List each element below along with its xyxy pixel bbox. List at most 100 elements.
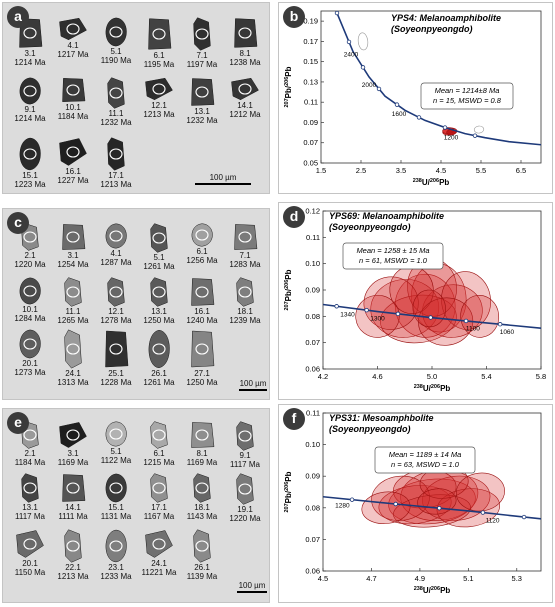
zircon-grain-image [191,78,215,106]
zircon-grain-image [19,77,41,105]
grain-spot-id: 7.1 [196,51,208,60]
x-tick-label: 5.4 [481,372,491,381]
grain-age: 1143 Ma [186,512,218,521]
grain-c-6.1: 6.1 1256 Ma [181,223,223,265]
grain-age: 1184 Ma [14,458,46,467]
grain-spot-id: 18.1 [237,307,253,316]
mean-age-text: n = 61, MSWD = 1.0 [359,256,428,265]
grain-a-5.1: 5.1 1190 Ma [95,17,137,65]
x-axis-label: 238U/206Pb [414,586,451,595]
grain-spot-id: 22.1 [65,563,81,572]
grain-age: 1250 Ma [143,316,175,325]
cl-panel-e: e 2.1 1184 Ma 3.1 1169 Ma 5.1 1122 Ma 6.1 1215 … [2,408,270,603]
grain-age: 1111 Ma [58,512,88,521]
grain-c-25.1: 25.1 1228 Ma [95,329,137,387]
concordia-chart-f: 4.5 4.7 4.9 5.1 5.3 0.06 0.07 0.08 0.09 0.10 0.11 2… [284,409,542,595]
grain-age: 1215 Ma [143,458,175,467]
zircon-grain-image [193,529,211,563]
grain-spot-id: 6.1 [196,247,208,256]
grain-c-26.1: 26.1 1261 Ma [138,329,180,387]
mean-age-box [342,242,444,270]
grain-e-8.1: 8.1 1169 Ma [181,421,223,467]
grain-age: 1240 Ma [186,316,218,325]
zircon-grain-image [191,223,213,247]
grain-e-20.1: 20.1 1150 Ma [9,529,51,577]
grain-spot-id: 3.1 [67,449,79,458]
error-ellipse [418,297,474,346]
grain-spot-id: 15.1 [108,503,124,512]
scale-bar-a: 100 µm [195,173,251,185]
zircon-grain-image [236,277,254,307]
grain-a-6.1: 6.1 1195 Ma [138,17,180,69]
concordia-age-marker [472,133,478,138]
zircon-grain-image [105,223,127,249]
x-tick-label: 1.5 [316,166,326,175]
grain-age: 1254 Ma [57,260,89,269]
grain-age: 1273 Ma [14,368,46,377]
zircon-grain-image [59,138,87,166]
concordia-age-marker [437,505,442,511]
grain-spot-id: 6.1 [153,449,165,458]
zircon-grain-image [105,330,129,368]
grain-age: 1139 Ma [186,572,218,581]
grain-c-16.1: 16.1 1240 Ma [181,277,223,325]
y-axis-label: 207Pb/206Pb [284,66,293,107]
y-axis-label: 207Pb/206Pb [284,471,293,512]
grain-spot-id: 8.1 [239,49,251,58]
zircon-grain-image [191,278,215,306]
grain-spot-id: 23.1 [108,563,124,572]
grain-a-13.1: 13.1 1232 Ma [181,77,223,125]
grain-e-24.1: 24.1 11221 Ma [138,529,180,577]
grain-age: 1233 Ma [100,572,132,581]
concordia-chart-d: 4.2 4.6 5.0 5.4 5.8 0.06 0.07 0.08 0.09 0.10 0.11 0… [284,207,546,394]
grain-c-13.1: 13.1 1250 Ma [138,277,180,325]
y-tick-label: 0.09 [303,118,318,127]
grain-e-5.1: 5.1 1122 Ma [95,421,137,465]
grain-spot-id: 16.1 [194,307,210,316]
grain-spot-id: 15.1 [22,171,38,180]
zircon-grain-image [105,17,127,47]
y-tick-label: 0.11 [304,98,318,107]
grain-spot-id: 14.1 [65,503,81,512]
grain-age: 1150 Ma [14,568,46,577]
panel-label-d: d [283,206,305,228]
grain-e-23.1: 23.1 1233 Ma [95,529,137,581]
grain-spot-id: 14.1 [237,101,253,110]
grain-a-16.1: 16.1 1227 Ma [52,137,94,185]
grain-spot-id: 8.1 [196,449,208,458]
zircon-grain-image [105,529,127,563]
zircon-grain-image [62,474,86,502]
zircon-grain-image [107,277,125,307]
chart-title: YPS31: Mesoamphbolite [329,413,434,423]
concordia-age-marker [463,318,469,324]
grain-age: 1278 Ma [100,316,132,325]
grain-c-5.1: 5.1 1261 Ma [138,223,180,271]
grain-age: 1239 Ma [229,316,261,325]
grain-spot-id: 5.1 [153,253,165,262]
error-ellipse [357,32,369,51]
concordia-chart-b: 1.5 2.5 3.5 4.5 5.5 6.5 0.05 0.07 0.09 0.11 0.13 0.… [284,10,542,187]
zircon-grain-image [234,18,258,48]
x-tick-label: 5.0 [427,372,437,381]
grain-spot-id: 9.1 [24,105,36,114]
concordia-age-marker [428,315,433,320]
grain-spot-id: 2.1 [24,251,36,260]
grain-spot-id: 10.1 [22,305,38,314]
x-tick-label: 3.5 [396,166,406,175]
grain-a-12.1: 12.1 1213 Ma [138,77,180,119]
concordia-age-marker [393,501,398,507]
error-ellipse [460,294,500,338]
zircon-grain-image [150,473,168,503]
grain-e-17.1: 17.1 1167 Ma [138,473,180,521]
scale-label-e: 100 µm [238,581,266,590]
grain-a-4.1: 4.1 1217 Ma [52,17,94,59]
grain-spot-id: 5.1 [110,447,122,456]
grain-e-22.1: 22.1 1213 Ma [52,529,94,581]
x-tick-label: 4.6 [372,372,382,381]
grain-e-26.1: 26.1 1139 Ma [181,529,223,581]
grain-a-9.1: 9.1 1214 Ma [9,77,51,123]
chart-title: YPS69: Melanoamphibolite [329,211,444,221]
grain-spot-id: 27.1 [194,369,210,378]
panel-label-c: c [7,212,29,234]
x-tick-label: 4.9 [415,574,425,583]
